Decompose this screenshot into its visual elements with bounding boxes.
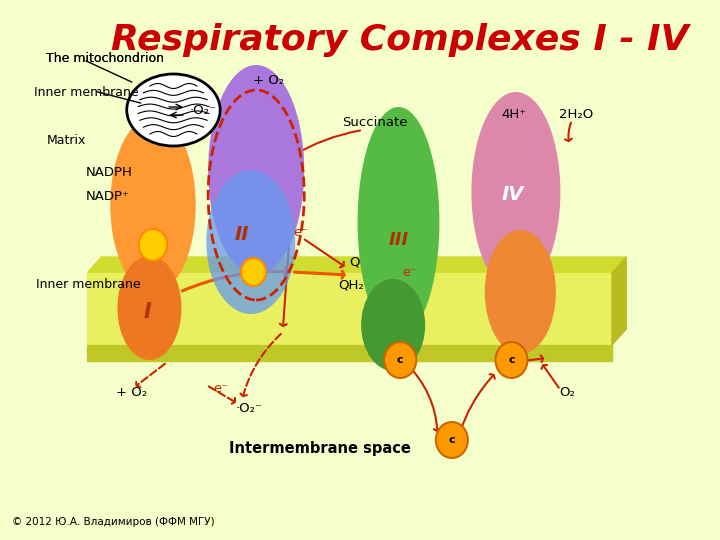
Text: Intermembrane space: Intermembrane space bbox=[229, 441, 411, 456]
Text: NADPH: NADPH bbox=[86, 165, 132, 179]
Text: + O₂: + O₂ bbox=[116, 386, 147, 399]
Bar bbox=[87, 273, 612, 345]
Ellipse shape bbox=[485, 230, 556, 354]
Text: c: c bbox=[397, 355, 404, 365]
Ellipse shape bbox=[472, 92, 560, 292]
Circle shape bbox=[384, 342, 416, 378]
Ellipse shape bbox=[110, 117, 196, 293]
Text: + O₂: + O₂ bbox=[253, 73, 284, 86]
Text: ·O₂⁻: ·O₂⁻ bbox=[235, 402, 263, 415]
Text: Matrix: Matrix bbox=[46, 133, 86, 146]
Text: II: II bbox=[235, 226, 249, 245]
Circle shape bbox=[241, 258, 266, 286]
Text: Inner membrane: Inner membrane bbox=[34, 85, 138, 98]
Circle shape bbox=[139, 229, 167, 261]
Polygon shape bbox=[612, 257, 626, 345]
Text: e⁻: e⁻ bbox=[402, 266, 416, 279]
Text: c: c bbox=[449, 435, 455, 445]
Text: Inner membrane: Inner membrane bbox=[35, 279, 140, 292]
Text: © 2012 Ю.А. Владимиров (ФФМ МГУ): © 2012 Ю.А. Владимиров (ФФМ МГУ) bbox=[12, 517, 215, 527]
Text: QH₂: QH₂ bbox=[338, 279, 364, 292]
Text: The mitochondrion: The mitochondrion bbox=[46, 51, 164, 64]
Ellipse shape bbox=[117, 256, 181, 360]
Text: I: I bbox=[144, 302, 151, 322]
Ellipse shape bbox=[208, 65, 305, 275]
Text: IV: IV bbox=[501, 186, 523, 205]
Text: O₂: O₂ bbox=[559, 386, 575, 399]
Text: e⁻: e⁻ bbox=[293, 226, 308, 239]
Text: Succinate: Succinate bbox=[343, 116, 408, 129]
Bar bbox=[87, 345, 612, 361]
Text: Q: Q bbox=[348, 255, 359, 268]
Text: The mitochondrion: The mitochondrion bbox=[46, 51, 164, 64]
Text: ·O₂⁻: ·O₂⁻ bbox=[189, 104, 216, 117]
Text: Respiratory Complexes I - IV: Respiratory Complexes I - IV bbox=[112, 23, 689, 57]
Ellipse shape bbox=[127, 74, 220, 146]
Text: 2H₂O: 2H₂O bbox=[559, 109, 593, 122]
Circle shape bbox=[436, 422, 468, 458]
Text: 4H⁺: 4H⁺ bbox=[502, 109, 527, 122]
Text: e⁻: e⁻ bbox=[213, 381, 228, 395]
Ellipse shape bbox=[358, 107, 439, 337]
Text: III: III bbox=[388, 231, 409, 249]
Ellipse shape bbox=[361, 279, 426, 371]
Polygon shape bbox=[87, 257, 626, 273]
Text: NADP⁺: NADP⁺ bbox=[86, 190, 130, 202]
Text: c: c bbox=[508, 355, 515, 365]
Circle shape bbox=[495, 342, 528, 378]
Ellipse shape bbox=[207, 170, 295, 314]
